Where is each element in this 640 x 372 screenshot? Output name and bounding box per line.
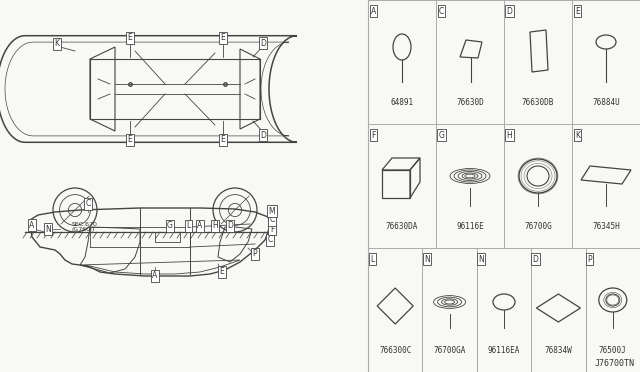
Text: L: L [370, 255, 374, 264]
Text: C: C [269, 215, 275, 224]
Text: G: G [167, 221, 173, 231]
Text: E: E [221, 135, 225, 144]
Text: J76700TN: J76700TN [595, 359, 635, 368]
Text: C: C [439, 7, 444, 16]
Text: K: K [54, 39, 60, 48]
Text: 96116E: 96116E [456, 222, 484, 231]
Text: D: D [260, 38, 266, 48]
Text: H: H [212, 221, 218, 231]
Text: L: L [186, 221, 190, 231]
Text: A: A [371, 7, 376, 16]
Text: N: N [424, 255, 429, 264]
Text: G: G [438, 131, 444, 140]
Text: M: M [269, 206, 275, 215]
Text: 76630DB: 76630DB [522, 97, 554, 107]
Text: 76700G: 76700G [524, 222, 552, 231]
Text: C: C [268, 235, 273, 244]
Text: E: E [127, 135, 132, 144]
Text: A: A [197, 221, 203, 231]
Text: E: E [220, 267, 225, 276]
Text: N: N [45, 224, 51, 234]
Text: D: D [506, 7, 513, 16]
Text: (G760I): (G760I) [72, 227, 95, 231]
Text: H: H [507, 131, 512, 140]
Text: P: P [588, 255, 592, 264]
Text: 76345H: 76345H [592, 222, 620, 231]
Text: D: D [227, 221, 233, 231]
Text: N: N [478, 255, 484, 264]
Text: A: A [29, 221, 35, 230]
Text: 76630DA: 76630DA [386, 222, 418, 231]
Text: D: D [532, 255, 538, 264]
Text: SEC.670: SEC.670 [72, 222, 98, 228]
Text: 76834W: 76834W [545, 346, 572, 355]
Text: D: D [260, 131, 266, 140]
Text: F: F [270, 224, 274, 234]
Text: E: E [575, 7, 580, 16]
Text: 76884U: 76884U [592, 97, 620, 107]
Bar [155, 232, 180, 242]
Text: F: F [371, 131, 376, 140]
Text: E: E [221, 33, 225, 42]
Text: A: A [152, 272, 157, 280]
Text: 76500J: 76500J [599, 346, 627, 355]
Text: P: P [253, 250, 257, 259]
Text: 96116EA: 96116EA [488, 346, 520, 355]
Text: 64891: 64891 [390, 97, 413, 107]
Text: E: E [127, 33, 132, 42]
Text: 76700GA: 76700GA [433, 346, 466, 355]
Text: K: K [575, 131, 580, 140]
Text: 76630D: 76630D [456, 97, 484, 107]
Text: 766300C: 766300C [379, 346, 412, 355]
Text: C: C [85, 199, 91, 208]
